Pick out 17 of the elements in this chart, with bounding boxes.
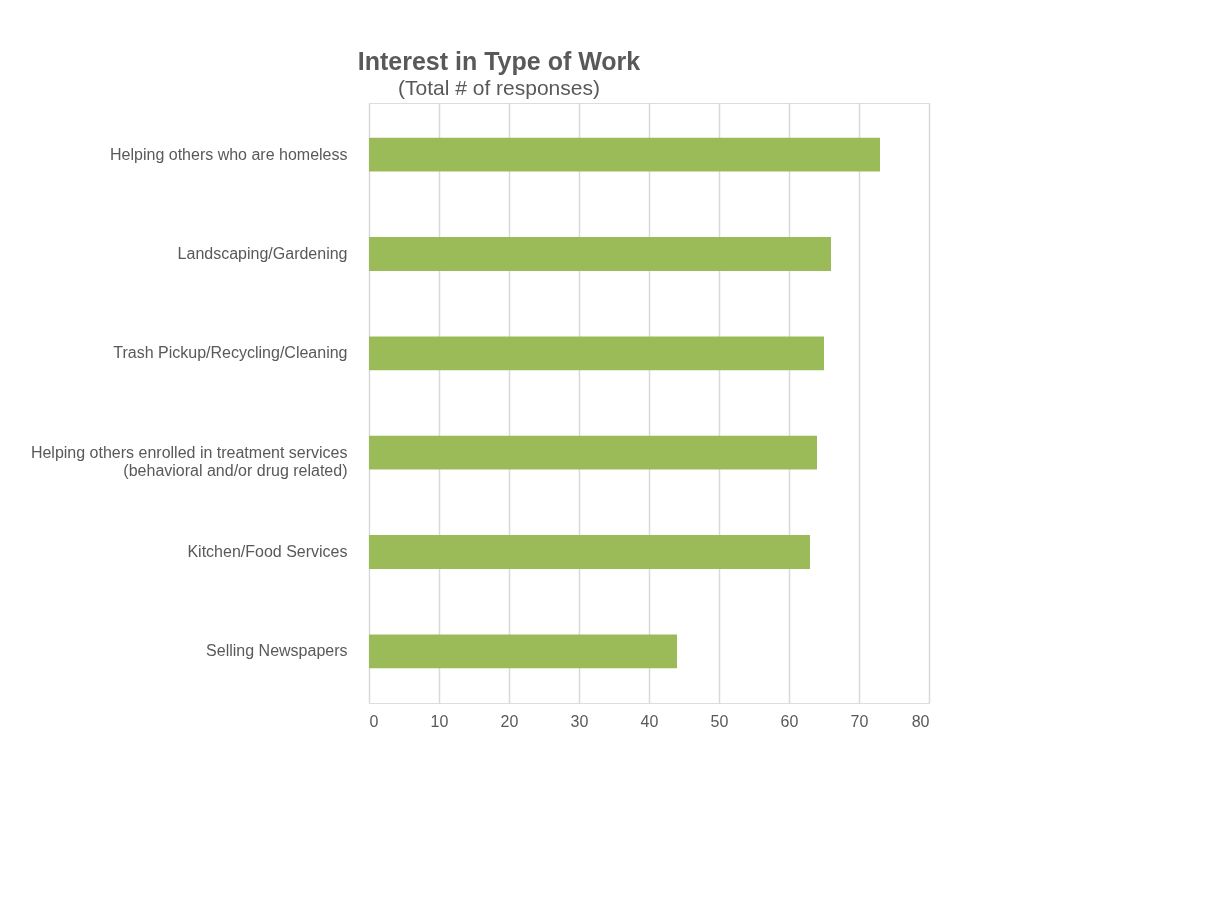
chart-subtitle: (Total # of responses) xyxy=(398,76,600,99)
x-tick-label: 50 xyxy=(710,712,729,730)
x-tick-label: 20 xyxy=(500,712,519,730)
x-tick-label: 0 xyxy=(369,712,379,730)
x-tick-label: 10 xyxy=(430,712,449,730)
x-tick-label: 60 xyxy=(780,712,799,730)
y-tick-label: Helping others who are homeless xyxy=(110,145,348,163)
x-tick-label: 30 xyxy=(570,712,589,730)
chart-title: Interest in Type of Work xyxy=(357,47,641,75)
y-tick-label: Kitchen/Food Services xyxy=(187,543,348,561)
y-tick-label: Landscaping/Gardening xyxy=(177,244,348,262)
y-tick-label: Selling Newspapers xyxy=(206,642,348,660)
x-tick-label: 80 xyxy=(911,712,930,730)
x-tick-label: 40 xyxy=(640,712,659,730)
x-tick-label: 70 xyxy=(850,712,869,730)
y-tick-label: Helping others enrolled in treatment services (behavioral and/or drug related) xyxy=(30,443,348,479)
y-tick-label: Trash Pickup/Recycling/Cleaning xyxy=(113,344,348,362)
